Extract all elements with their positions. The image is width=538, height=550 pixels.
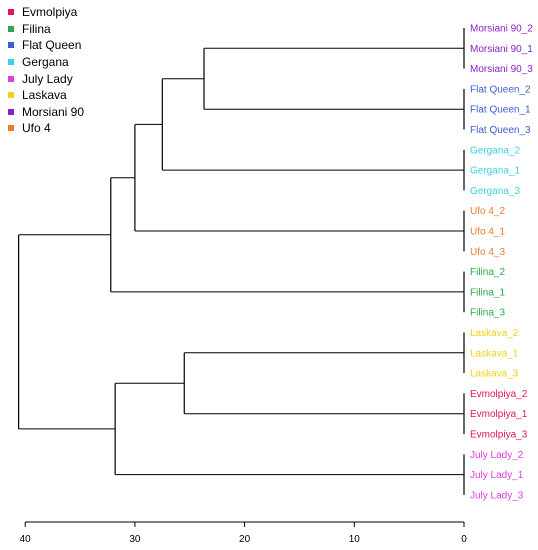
x-tick-label: 0 bbox=[461, 534, 467, 545]
leaf-label: July Lady_3 bbox=[470, 490, 524, 501]
leaf-label: Filina_2 bbox=[470, 267, 505, 278]
dendrogram-links bbox=[18, 28, 465, 495]
leaf-label: Laskava_3 bbox=[470, 369, 519, 380]
legend-item: Gergana bbox=[8, 54, 84, 71]
leaf-label: Morsiani 90_1 bbox=[470, 44, 533, 55]
leaf-label: Flat Queen_3 bbox=[470, 125, 531, 136]
legend-swatch bbox=[8, 25, 14, 32]
legend-label: Laskava bbox=[22, 88, 67, 103]
leaf-label: Evmolpiya_3 bbox=[470, 430, 528, 441]
legend-swatch bbox=[8, 75, 14, 82]
legend-swatch bbox=[8, 9, 14, 16]
legend-swatch bbox=[8, 108, 14, 115]
x-tick-label: 20 bbox=[239, 534, 251, 545]
leaf-label: Ufo 4_1 bbox=[470, 227, 505, 238]
leaf-label: Evmolpiya_1 bbox=[470, 409, 528, 420]
legend-item: July Lady bbox=[8, 70, 84, 87]
legend-label: Ufo 4 bbox=[22, 121, 51, 136]
leaf-label: Laskava_2 bbox=[470, 328, 519, 339]
leaf-label: Laskava_1 bbox=[470, 348, 519, 359]
legend-label: Flat Queen bbox=[22, 38, 82, 53]
leaf-label: July Lady_2 bbox=[470, 450, 524, 461]
leaf-label: Morsiani 90_3 bbox=[470, 64, 533, 75]
leaf-label: Filina_1 bbox=[470, 287, 505, 298]
legend-item: Morsiani 90 bbox=[8, 104, 84, 121]
x-axis: 40 30 20 10 0 bbox=[20, 521, 467, 545]
x-tick-label: 40 bbox=[20, 534, 32, 545]
leaf-label: Flat Queen_1 bbox=[470, 105, 531, 116]
leaf-label: Ufo 4_3 bbox=[470, 247, 505, 258]
x-tick-label: 30 bbox=[129, 534, 141, 545]
legend-swatch bbox=[8, 59, 14, 66]
leaf-label: Gergana_3 bbox=[470, 186, 520, 197]
legend-item: Flat Queen bbox=[8, 37, 84, 54]
leaf-label: Gergana_1 bbox=[470, 166, 520, 177]
legend-item: Evmolpiya bbox=[8, 4, 84, 21]
legend: Evmolpiya Filina Flat Queen Gergana July Lad… bbox=[8, 4, 84, 137]
leaf-label: Morsiani 90_2 bbox=[470, 24, 533, 35]
x-tick-label: 10 bbox=[349, 534, 361, 545]
leaf-labels: Morsiani 90_2 Morsiani 90_1 Morsiani 90_3 F… bbox=[470, 24, 533, 502]
leaf-label: Ufo 4_2 bbox=[470, 206, 505, 217]
legend-item: Filina bbox=[8, 21, 84, 38]
leaf-label: Filina_3 bbox=[470, 308, 505, 319]
legend-label: July Lady bbox=[22, 71, 73, 86]
legend-label: Filina bbox=[22, 21, 51, 36]
legend-swatch bbox=[8, 125, 14, 132]
legend-item: Ufo 4 bbox=[8, 120, 84, 137]
legend-label: Evmolpiya bbox=[22, 5, 78, 20]
leaf-label: Flat Queen_2 bbox=[470, 84, 531, 95]
leaf-label: Evmolpiya_2 bbox=[470, 389, 528, 400]
leaf-label: Gergana_2 bbox=[470, 145, 520, 156]
leaf-label: July Lady_1 bbox=[470, 470, 524, 481]
legend-swatch bbox=[8, 92, 14, 99]
legend-label: Gergana bbox=[22, 55, 69, 70]
legend-label: Morsiani 90 bbox=[22, 104, 85, 119]
legend-item: Laskava bbox=[8, 87, 84, 104]
legend-swatch bbox=[8, 42, 14, 49]
